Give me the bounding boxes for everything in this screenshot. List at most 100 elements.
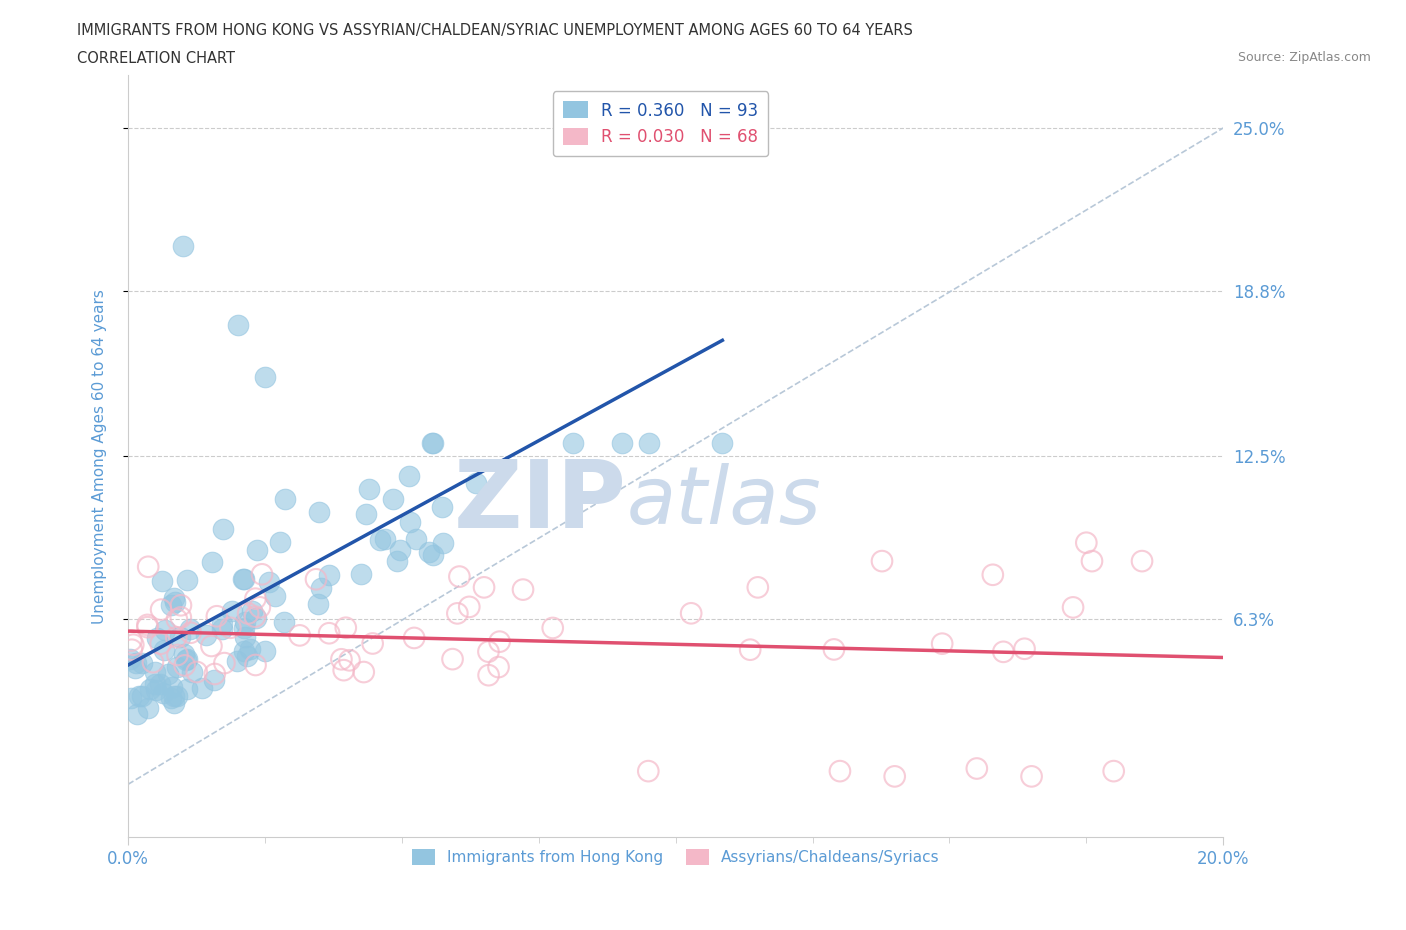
Point [245, 591, 267, 606]
Point [541, 620, 564, 635]
Legend: Immigrants from Hong Kong, Assyrians/Chaldeans/Syriacs: Immigrants from Hong Kong, Assyrians/Cha… [405, 843, 946, 871]
Point [382, 492, 405, 507]
Point [233, 620, 256, 635]
Point [236, 606, 259, 621]
Point [361, 636, 384, 651]
Point [254, 643, 277, 658]
Point [353, 665, 375, 680]
Point [165, 594, 187, 609]
Point [465, 475, 488, 490]
Point [374, 532, 396, 547]
Point [221, 604, 243, 618]
Point [136, 559, 159, 574]
Point [173, 658, 195, 672]
Point [156, 667, 179, 682]
Point [160, 680, 183, 695]
Point [512, 582, 534, 597]
Point [176, 682, 198, 697]
Point [357, 482, 380, 497]
Point [150, 574, 173, 589]
Point [446, 606, 468, 621]
Point [488, 659, 510, 674]
Point [152, 686, 174, 701]
Point [172, 239, 194, 254]
Point [136, 619, 159, 634]
Point [245, 611, 267, 626]
Point [153, 623, 176, 638]
Point [354, 507, 377, 522]
Point [191, 681, 214, 696]
Point [202, 673, 225, 688]
Point [449, 569, 471, 584]
Point [385, 553, 408, 568]
Point [250, 567, 273, 582]
Point [124, 660, 146, 675]
Point [159, 691, 181, 706]
Point [1102, 764, 1125, 778]
Point [166, 647, 188, 662]
Point [243, 609, 266, 624]
Point [232, 644, 254, 658]
Point [236, 648, 259, 663]
Point [131, 689, 153, 704]
Point [226, 317, 249, 332]
Point [233, 572, 256, 587]
Point [159, 597, 181, 612]
Point [288, 628, 311, 643]
Point [214, 656, 236, 671]
Point [245, 542, 267, 557]
Point [264, 589, 287, 604]
Point [432, 536, 454, 551]
Point [139, 682, 162, 697]
Point [174, 653, 197, 668]
Point [195, 628, 218, 643]
Point [422, 548, 444, 563]
Point [149, 636, 172, 651]
Point [681, 605, 703, 620]
Point [226, 654, 249, 669]
Point [1021, 769, 1043, 784]
Point [176, 652, 198, 667]
Point [120, 691, 142, 706]
Point [638, 435, 661, 450]
Point [169, 630, 191, 644]
Point [166, 612, 188, 627]
Point [118, 652, 141, 667]
Point [418, 544, 440, 559]
Text: atlas: atlas [627, 463, 821, 540]
Point [179, 621, 201, 636]
Point [162, 688, 184, 703]
Point [398, 514, 420, 529]
Point [309, 580, 332, 595]
Point [883, 769, 905, 784]
Point [1076, 536, 1098, 551]
Point [170, 598, 193, 613]
Point [388, 542, 411, 557]
Text: Source: ZipAtlas.com: Source: ZipAtlas.com [1237, 51, 1371, 64]
Point [143, 676, 166, 691]
Point [711, 435, 734, 450]
Point [245, 658, 267, 672]
Point [405, 531, 427, 546]
Point [166, 689, 188, 704]
Point [146, 631, 169, 645]
Point [332, 663, 354, 678]
Point [828, 764, 851, 778]
Text: IMMIGRANTS FROM HONG KONG VS ASSYRIAN/CHALDEAN/SYRIAC UNEMPLOYMENT AMONG AGES 60: IMMIGRANTS FROM HONG KONG VS ASSYRIAN/CH… [77, 23, 914, 38]
Point [150, 602, 173, 617]
Point [136, 618, 159, 632]
Point [441, 652, 464, 667]
Point [478, 668, 501, 683]
Point [173, 646, 195, 661]
Point [254, 370, 277, 385]
Text: ZIP: ZIP [454, 456, 627, 548]
Point [170, 610, 193, 625]
Point [308, 597, 330, 612]
Point [870, 553, 893, 568]
Point [418, 29, 440, 44]
Point [488, 634, 510, 649]
Point [219, 620, 242, 635]
Y-axis label: Unemployment Among Ages 60 to 64 years: Unemployment Among Ages 60 to 64 years [93, 288, 107, 623]
Point [422, 435, 444, 450]
Point [163, 696, 186, 711]
